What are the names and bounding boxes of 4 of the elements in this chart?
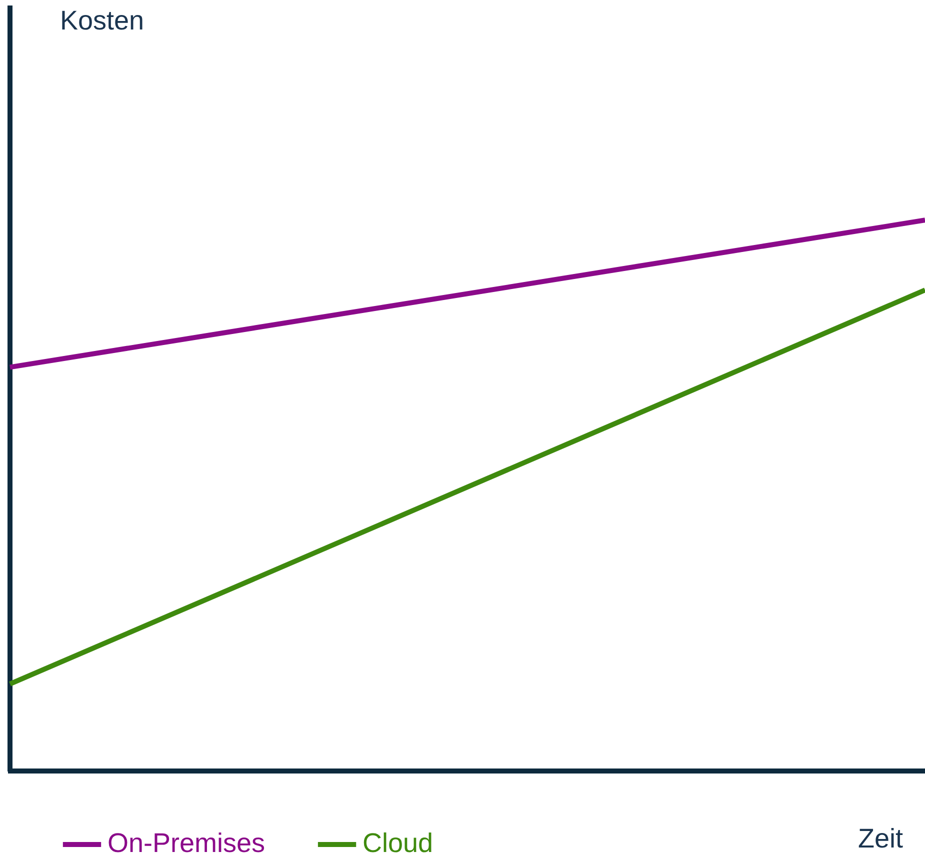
x-axis-title: Zeit [858,823,904,854]
legend-label: On-Premises [108,828,266,858]
legend-label: Cloud [362,828,434,858]
text: Kosten [60,5,144,36]
